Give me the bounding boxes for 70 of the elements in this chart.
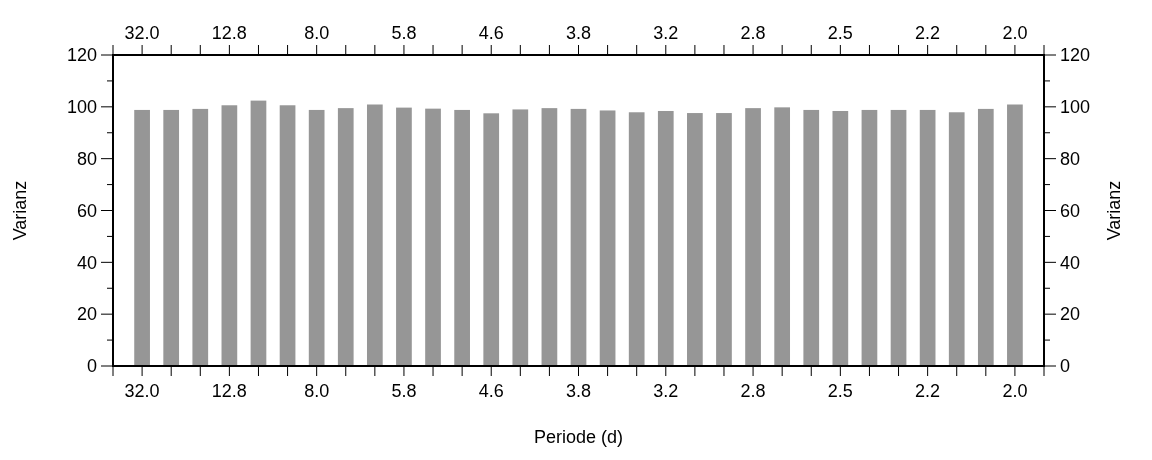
bar <box>337 108 354 366</box>
bar <box>599 110 616 366</box>
bar <box>716 113 732 366</box>
bar <box>1007 104 1023 366</box>
bar <box>366 104 383 366</box>
x-tick-label: 3.8 <box>565 23 592 43</box>
bar <box>570 108 587 366</box>
bar <box>250 100 267 366</box>
x-axis-title: Periode (d) <box>533 427 624 447</box>
category-label: 5.8 <box>391 381 417 401</box>
y2-tick-label: 80 <box>1060 148 1081 169</box>
bar <box>687 113 703 366</box>
bar <box>774 107 791 366</box>
category-label: 3.2 <box>653 381 679 401</box>
bar <box>396 107 412 366</box>
bar <box>948 112 965 366</box>
category-label: 12.8 <box>211 381 247 401</box>
x-tick-label: 2.8 <box>740 23 766 43</box>
bar <box>483 113 500 366</box>
bar <box>425 108 441 366</box>
x-tick-label: 2.5 <box>827 23 853 43</box>
y-tick-label: 120 <box>66 45 97 66</box>
category-label: 2.0 <box>1002 381 1028 401</box>
y2-axis-title: Varianz <box>1104 180 1124 241</box>
y-axis-title: Varianz <box>10 180 30 241</box>
bar <box>308 109 325 366</box>
y-tick-label: 20 <box>76 304 97 325</box>
x-tick-label: 4.6 <box>478 23 504 43</box>
bar <box>919 109 936 366</box>
x-tick-label: 2.2 <box>915 23 941 43</box>
y2-tick-label: 100 <box>1060 97 1091 118</box>
bar <box>832 110 849 366</box>
y2-tick-label: 120 <box>1060 45 1091 66</box>
x-tick-label: 8.0 <box>304 23 330 43</box>
bar <box>163 109 180 366</box>
category-label: 4.6 <box>478 381 504 401</box>
bar <box>221 105 238 366</box>
bar <box>628 112 645 366</box>
category-label: 2.5 <box>827 381 853 401</box>
category-label: 2.2 <box>915 381 941 401</box>
y2-tick-label: 20 <box>1060 304 1081 325</box>
x-tick-label: 2.0 <box>1002 23 1028 43</box>
category-label: 8.0 <box>304 381 330 401</box>
x-tick-label: 32.0 <box>124 23 160 43</box>
bar <box>512 109 529 366</box>
bar <box>977 108 994 366</box>
bar <box>745 108 761 366</box>
bar <box>454 109 470 366</box>
x-tick-label: 12.8 <box>211 23 247 43</box>
bar <box>541 108 558 366</box>
y-tick-label: 40 <box>76 252 97 273</box>
bar <box>890 109 907 366</box>
bar <box>279 105 296 366</box>
y-tick-label: 80 <box>76 148 97 169</box>
y-tick-label: 60 <box>76 200 97 221</box>
bar <box>657 110 674 366</box>
x-tick-label: 3.2 <box>653 23 679 43</box>
y-tick-label: 0 <box>86 356 97 377</box>
y-tick-label: 100 <box>66 97 97 118</box>
y2-tick-label: 40 <box>1060 252 1081 273</box>
x-tick-label: 5.8 <box>391 23 417 43</box>
y2-tick-label: 0 <box>1060 356 1071 377</box>
category-label: 3.8 <box>565 381 592 401</box>
y2-tick-label: 60 <box>1060 200 1081 221</box>
bar <box>861 109 878 366</box>
bar <box>803 109 820 366</box>
category-label: 32.0 <box>124 381 160 401</box>
bar <box>192 108 209 366</box>
category-label: 2.8 <box>740 381 766 401</box>
bar <box>134 109 150 366</box>
